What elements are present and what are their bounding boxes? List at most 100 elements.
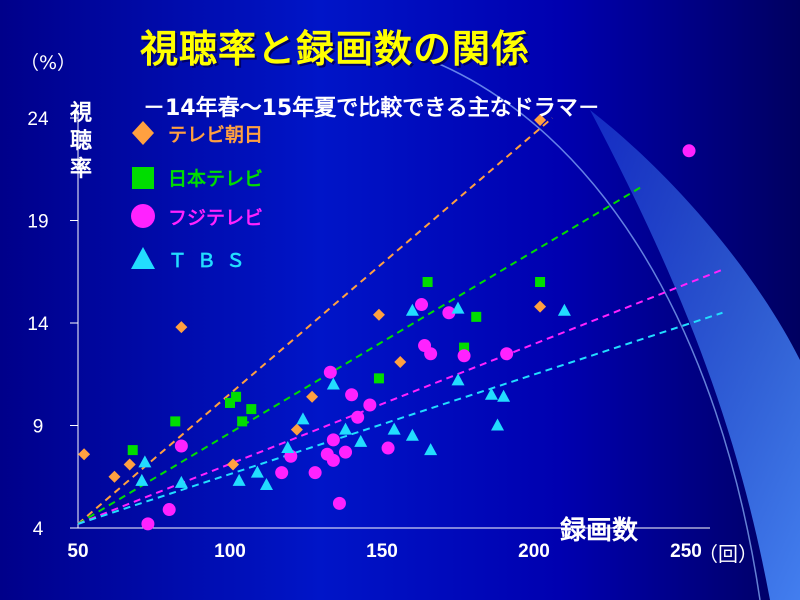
x-axis-label: 録画数 (560, 516, 639, 546)
data-point (162, 503, 176, 517)
trend-line (77, 268, 723, 525)
page-title: 視聴率と録画数の関係 (140, 27, 531, 71)
legend-item-nippon-tv: 日本テレビ (128, 162, 263, 192)
trend-lines (77, 117, 723, 525)
data-point (123, 458, 136, 471)
data-point (237, 416, 248, 427)
data-point (175, 321, 188, 334)
data-point (174, 439, 188, 453)
legend-label: ＴＢＳ (168, 249, 256, 272)
data-point (127, 445, 138, 456)
data-point (381, 441, 395, 455)
data-point (451, 373, 465, 386)
y-axis-unit: （%） (20, 52, 77, 74)
data-point (345, 388, 359, 402)
data-point (442, 306, 456, 320)
data-point (246, 404, 257, 415)
legend-item-tv-asahi: テレビ朝日 (128, 118, 263, 148)
data-point (225, 397, 235, 408)
data-point (500, 347, 514, 361)
y-tick-label: 4 (33, 519, 44, 540)
data-point (306, 390, 319, 403)
x-axis-unit: （回） (698, 542, 758, 566)
data-point (387, 422, 401, 435)
data-point (281, 441, 295, 454)
y-tick-label: 19 (27, 212, 48, 233)
x-tick-label: 200 (518, 541, 550, 562)
data-point (484, 387, 498, 400)
data-points (78, 114, 696, 531)
legend-label: フジテレビ (168, 206, 264, 229)
data-point (557, 303, 571, 316)
data-point (141, 517, 155, 531)
legend-item-fuji-tv: フジテレビ (128, 201, 263, 231)
data-point (471, 311, 482, 322)
x-tick-label: 150 (366, 541, 398, 562)
data-point (259, 477, 273, 490)
data-point (308, 466, 322, 480)
data-point (339, 422, 353, 435)
data-point (405, 303, 419, 316)
data-point (491, 418, 505, 431)
trend-line (77, 311, 723, 525)
data-point (372, 308, 385, 321)
data-point (415, 298, 429, 312)
data-point (326, 433, 340, 447)
x-tick-label: 250 (670, 541, 702, 562)
axes (77, 110, 710, 529)
y-tick-label: 9 (33, 417, 44, 438)
data-point (424, 443, 438, 456)
chart-subtitle: －14年春～15年夏で比較できる主なドラマ－ (143, 96, 600, 121)
data-point (339, 445, 353, 459)
data-point (534, 300, 547, 313)
data-point (535, 277, 546, 287)
data-point (231, 391, 242, 402)
data-point (459, 342, 470, 353)
x-tick-label: 50 (67, 541, 88, 562)
circle-icon (128, 201, 158, 231)
data-point (296, 412, 310, 425)
data-point (170, 416, 181, 427)
diamond-icon (128, 118, 158, 148)
data-point (682, 144, 696, 158)
legend-label: 日本テレビ (168, 167, 264, 190)
data-point (275, 466, 289, 480)
y-tick-label: 24 (27, 109, 49, 130)
data-point (405, 428, 419, 441)
trend-line (77, 184, 644, 525)
legend-item-tbs: ＴＢＳ (128, 244, 255, 274)
y-tick-label: 14 (27, 314, 49, 335)
data-point (174, 475, 188, 488)
square-icon (128, 162, 158, 192)
data-point (394, 355, 407, 368)
data-point (326, 453, 340, 467)
data-point (135, 473, 149, 486)
data-point (451, 301, 465, 314)
y-axis-label: 視聴率 (70, 101, 93, 182)
triangle-icon (128, 244, 158, 274)
data-point (363, 398, 377, 412)
trend-line (77, 117, 553, 525)
data-point (227, 458, 240, 471)
data-point (534, 114, 547, 127)
tick-labels: 50 100 150 200 250 4 9 14 19 24 (27, 109, 701, 562)
data-point (232, 473, 246, 486)
data-point (422, 277, 433, 287)
data-point (78, 448, 91, 461)
data-point (497, 389, 511, 402)
legend-label: テレビ朝日 (168, 123, 264, 146)
data-point (424, 347, 438, 361)
data-point (290, 423, 303, 436)
data-point (323, 365, 337, 379)
data-point (250, 465, 264, 478)
data-point (138, 455, 152, 468)
data-point (108, 470, 121, 483)
data-point (351, 410, 365, 424)
x-tick-label: 100 (214, 541, 246, 562)
data-point (457, 349, 471, 363)
data-point (326, 377, 340, 390)
data-point (354, 434, 368, 447)
